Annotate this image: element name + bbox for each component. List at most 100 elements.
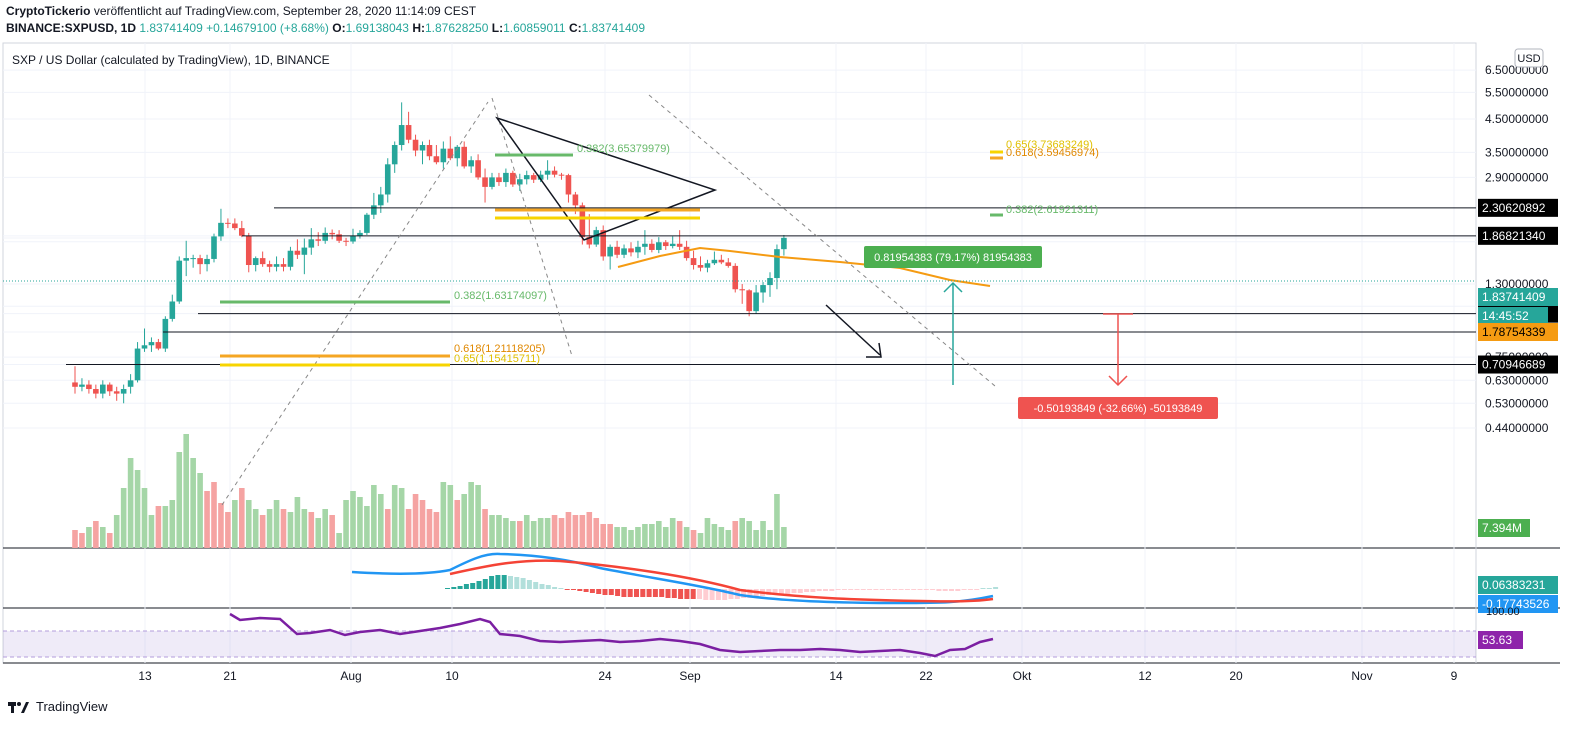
volume-bar (343, 500, 349, 548)
macd-histogram-bar (854, 589, 860, 590)
macd-histogram-bar (848, 589, 854, 590)
measure-label-green: 0.81954383 (79.17%) 81954383 (874, 252, 1032, 264)
x-tick-label: Aug (340, 669, 361, 683)
volume-bar (183, 434, 189, 548)
volume-bars (72, 434, 787, 548)
macd-line (351, 552, 994, 605)
candle-body (183, 258, 189, 261)
x-tick-label: Okt (1013, 669, 1032, 683)
volume-bar (468, 482, 474, 548)
rsi-line (229, 612, 994, 658)
macd-histogram-bar (678, 589, 684, 599)
drawings: SXP / US Dollar (calculated by TradingVi… (3, 53, 1476, 658)
macd-histogram-bar (482, 579, 488, 589)
candle-body (482, 177, 488, 187)
volume-bar (544, 518, 551, 548)
macd-histogram-bar (766, 589, 772, 595)
y-tick-label: 4.50000000 (1485, 112, 1549, 126)
candle-body (537, 174, 544, 180)
volume-bar (204, 491, 210, 548)
publish-info: CryptoTickerio veröffentlicht auf Tradin… (6, 4, 477, 18)
volume-bar (350, 491, 356, 548)
x-tick-label: 24 (598, 669, 612, 683)
fib-label: 0.382(1.63174097) (454, 290, 547, 302)
grid (2, 42, 1560, 664)
macd-histogram-bar (640, 589, 646, 597)
candle-body (489, 177, 495, 187)
candle-body (336, 234, 342, 241)
volume-bar (753, 530, 759, 548)
candle-body (204, 258, 210, 265)
candle-body (656, 242, 662, 250)
candle-body (732, 265, 739, 290)
macd-histogram-bar (955, 589, 961, 591)
volume-bar (628, 530, 634, 548)
candle-body (767, 278, 773, 286)
candle-body (669, 243, 676, 247)
volume-bar (551, 515, 558, 548)
macd-histogram-bar (772, 589, 778, 595)
macd-histogram-bar (797, 589, 803, 593)
macd-histogram-bar (722, 589, 728, 600)
candle-body (461, 146, 467, 167)
volume-bar (364, 506, 370, 548)
macd-histogram-bar (659, 589, 665, 597)
y-tick-label: 0.63000000 (1485, 373, 1549, 387)
candle-body (718, 259, 725, 263)
macd-histogram-bar (923, 589, 929, 590)
candle-body (510, 172, 516, 185)
candle-body (405, 125, 412, 140)
candle-body (572, 194, 579, 206)
volume-bar (412, 494, 419, 548)
macd-histogram-bar (571, 589, 576, 590)
candle-body (259, 258, 266, 265)
candle-body (371, 205, 377, 215)
candle-body (384, 164, 391, 195)
candle-body (232, 223, 238, 229)
macd-pane (351, 552, 999, 605)
level-price-tag-bg (1478, 355, 1558, 374)
volume-bar (287, 512, 294, 548)
volume-bar (259, 515, 266, 548)
macd-histogram-bar (451, 587, 457, 589)
rsi-tag: 53.63 (1482, 633, 1512, 647)
macd-histogram-bar (558, 588, 564, 589)
candle-body (739, 289, 745, 291)
volume-bar (683, 527, 690, 548)
measure-down-arrow (1108, 375, 1128, 387)
fib-label: 0.618(1.21118205) (454, 343, 545, 355)
candle-body (239, 228, 245, 236)
volume-bar (169, 500, 176, 548)
volume-bar (781, 527, 787, 548)
candle-body (579, 205, 586, 238)
chart-title: SXP / US Dollar (calculated by TradingVi… (12, 53, 330, 67)
volume-bar (398, 488, 405, 548)
candle-body (628, 248, 634, 253)
trendline (648, 94, 996, 387)
candle-body (378, 194, 384, 206)
macd-histogram-bar (961, 589, 967, 590)
macd-histogram-bar (520, 578, 526, 589)
macd-histogram-bar (545, 585, 551, 589)
rsi-tag-bg (1478, 631, 1523, 649)
volume-bar (294, 497, 301, 548)
macd-histogram-bar (596, 589, 602, 594)
volume-bar (725, 530, 732, 548)
volume-bar (440, 482, 447, 548)
volume-bar (454, 500, 461, 548)
tradingview-footer[interactable]: TradingView (8, 699, 108, 714)
macd-histogram-bar (552, 587, 558, 589)
volume-bar (120, 488, 127, 548)
volume-bar (586, 512, 593, 548)
macd-hist-tag: 0.06383231 (1482, 578, 1546, 592)
candle-body (690, 258, 697, 266)
candle-body (176, 260, 183, 302)
macd-histogram-bar (823, 589, 828, 591)
macd-histogram-bar (533, 582, 539, 589)
macd-histogram-bar (715, 589, 721, 600)
level-price-tag: 0.70946689 (1482, 358, 1546, 372)
y-tick-label: 5.50000000 (1485, 85, 1549, 99)
candle-body (350, 235, 356, 242)
candle-body (141, 345, 148, 349)
